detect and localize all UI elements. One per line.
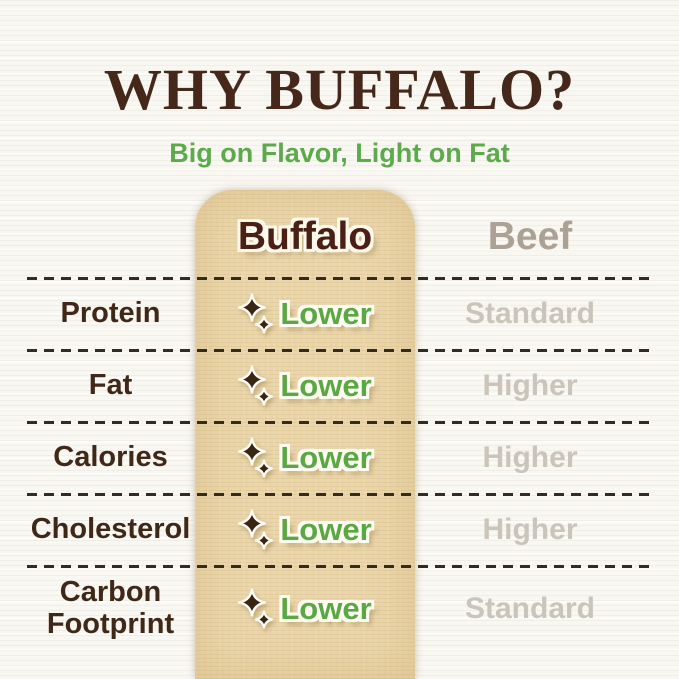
beef-value: Higher [482, 512, 578, 546]
beef-value: Standard [464, 296, 596, 330]
sparkle-icon [238, 292, 274, 335]
dashed-divider [27, 565, 652, 568]
beef-value: Higher [482, 440, 578, 474]
buffalo-value: Lower [280, 295, 372, 331]
buffalo-value: Lower [280, 511, 372, 547]
table-row: Protein Lower Standard [0, 278, 679, 349]
row-label: Carbon Footprint [46, 576, 175, 640]
sparkle-icon [238, 364, 274, 407]
sparkle-icon [238, 508, 274, 551]
row-label: Cholesterol [30, 512, 191, 545]
buffalo-value-cell: Lower [195, 350, 415, 421]
buffalo-value-cell: Lower [195, 566, 415, 651]
dashed-divider [27, 277, 652, 280]
buffalo-value-cell: Lower [195, 494, 415, 565]
row-label: Protein [60, 296, 161, 329]
sparkle-icon [238, 587, 274, 630]
buffalo-value: Lower [280, 439, 372, 475]
table-row: Calories Lower Higher [0, 422, 679, 493]
sparkle-icon [238, 436, 274, 479]
page-subtitle: Big on Flavor, Light on Fat [169, 138, 510, 168]
beef-value: Standard [464, 591, 596, 625]
row-label: Calories [53, 440, 168, 473]
column-header-buffalo: Buffalo [237, 215, 373, 258]
buffalo-value: Lower [280, 367, 372, 403]
column-header-beef: Beef [487, 215, 573, 258]
row-label: Fat [88, 368, 133, 401]
table-row: Fat Lower Higher [0, 350, 679, 421]
table-header-row: Buffalo Beef [0, 205, 679, 269]
dashed-divider [27, 421, 652, 424]
buffalo-column-panel [195, 190, 415, 679]
table-row: Carbon Footprint Lower Standard [0, 566, 679, 651]
table-row: Cholesterol Lower Higher [0, 494, 679, 565]
dashed-divider [27, 493, 652, 496]
page-title: WHY BUFFALO? [103, 57, 576, 122]
buffalo-value: Lower [280, 590, 372, 626]
buffalo-value-cell: Lower [195, 278, 415, 349]
buffalo-value-cell: Lower [195, 422, 415, 493]
beef-value: Higher [482, 368, 578, 402]
dashed-divider [27, 349, 652, 352]
